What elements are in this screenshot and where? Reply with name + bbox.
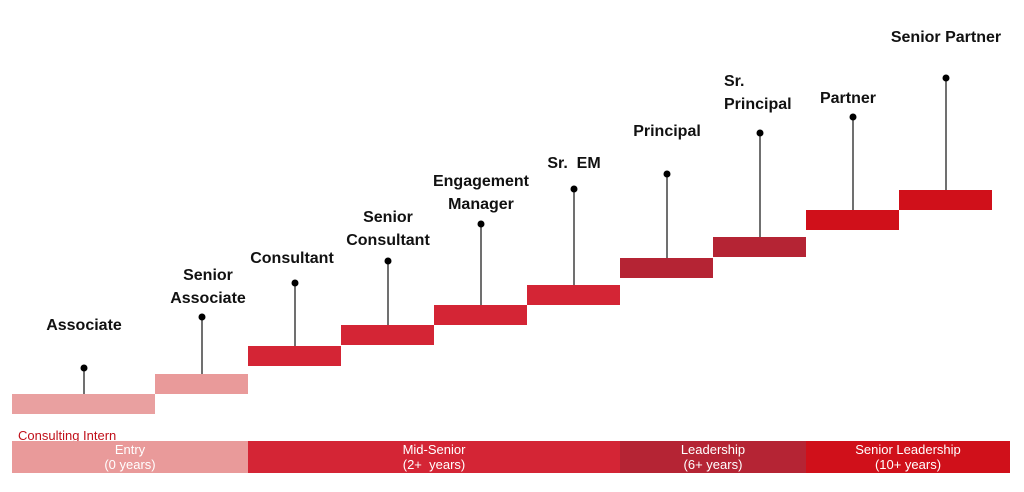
pin-dot [477, 220, 485, 228]
pin-dot [570, 185, 578, 193]
step [806, 210, 899, 230]
pin-dot [663, 170, 671, 178]
step-label: Consultant [346, 232, 430, 249]
pin-dot [291, 279, 299, 287]
band-label: (2+ years) [403, 457, 466, 472]
band-label: (10+ years) [875, 457, 941, 472]
step-label: Associate [46, 317, 122, 334]
pin-dot [756, 129, 764, 137]
intern-label: Consulting Intern [18, 428, 116, 443]
pin-dot [384, 257, 392, 265]
band-label: (6+ years) [684, 457, 743, 472]
band [248, 441, 620, 473]
pin-dot [942, 74, 950, 82]
band-label: Leadership [681, 442, 745, 457]
step-label: Sr. [724, 73, 744, 90]
step [527, 285, 620, 305]
band [620, 441, 806, 473]
step [12, 394, 155, 414]
pin-dot [198, 313, 206, 321]
band-label: Senior Leadership [855, 442, 961, 457]
step [155, 374, 248, 394]
step-label: Engagement [433, 173, 530, 190]
band [806, 441, 1010, 473]
step-label: Principal [724, 96, 792, 113]
step-label: Senior Partner [891, 29, 1001, 46]
step [341, 325, 434, 345]
step-label: Associate [170, 290, 246, 307]
step-label: Manager [448, 196, 514, 213]
step [899, 190, 992, 210]
band-label: Mid-Senior [403, 442, 467, 457]
step-label: Senior [363, 209, 413, 226]
step-label: Partner [820, 90, 876, 107]
step [713, 237, 806, 257]
step-label: Sr. EM [547, 155, 600, 172]
pin-dot [80, 364, 88, 372]
band [12, 441, 248, 473]
step [434, 305, 527, 325]
step [248, 346, 341, 366]
pin-dot [849, 113, 857, 121]
band-label: Entry [115, 442, 146, 457]
step-label: Principal [633, 123, 701, 140]
band-label: (0 years) [104, 457, 155, 472]
step-label: Senior [183, 267, 233, 284]
step [620, 258, 713, 278]
step-label: Consultant [250, 250, 334, 267]
